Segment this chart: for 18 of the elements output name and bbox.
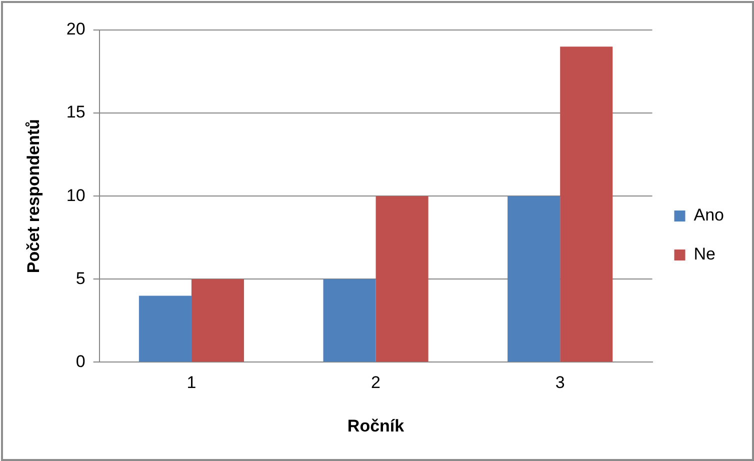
y-tick-label: 0 bbox=[76, 352, 86, 371]
y-axis-title: Počet respondentů bbox=[24, 119, 43, 274]
bar bbox=[508, 196, 560, 362]
bar bbox=[323, 279, 376, 362]
x-tick-label: 1 bbox=[186, 373, 196, 392]
y-tick-label: 5 bbox=[76, 268, 86, 288]
legend-label: Ne bbox=[694, 244, 716, 264]
x-tick-label: 3 bbox=[555, 373, 565, 392]
x-axis-title: Ročník bbox=[347, 416, 405, 436]
y-tick-label: 15 bbox=[66, 102, 86, 122]
legend-label: Ano bbox=[694, 206, 724, 225]
y-tick-label: 20 bbox=[66, 20, 86, 39]
y-tick-label: 10 bbox=[66, 186, 86, 205]
bar bbox=[376, 196, 428, 362]
bar bbox=[191, 279, 244, 362]
bar bbox=[138, 296, 192, 362]
bar bbox=[560, 46, 613, 362]
x-tick-label: 2 bbox=[371, 373, 381, 392]
